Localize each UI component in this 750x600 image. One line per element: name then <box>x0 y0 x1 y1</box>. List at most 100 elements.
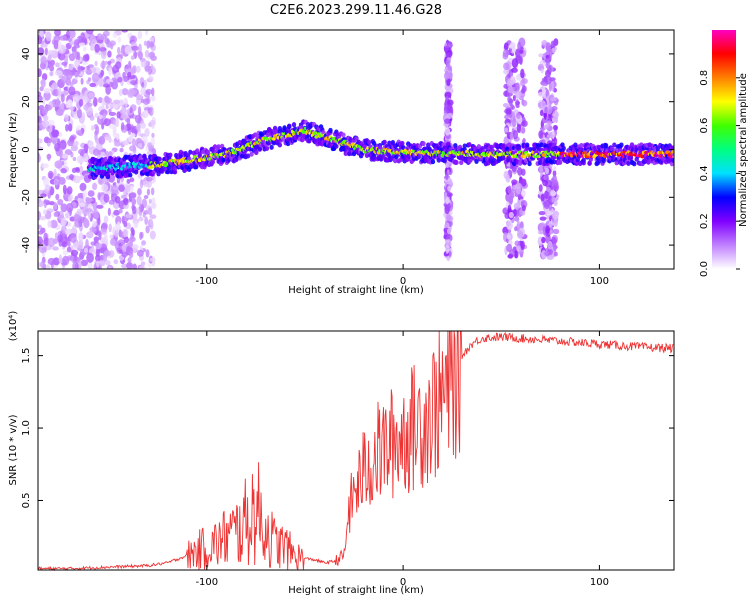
spectrogram-cell <box>521 189 526 198</box>
spectrogram-cell <box>66 81 75 87</box>
spectrogram-cell <box>139 231 143 241</box>
spectrogram-cell <box>136 249 144 257</box>
spectrogram-cell <box>123 237 130 244</box>
spectrogram-cell <box>516 123 522 134</box>
spectrogram-cell <box>512 115 516 123</box>
spectrogram-cell <box>40 78 46 88</box>
spectrogram-cell <box>581 157 586 163</box>
spectrogram-cell <box>544 167 550 175</box>
spectrogram-cell <box>67 196 72 202</box>
spectrogram-cell <box>516 220 521 229</box>
spectrogram-cell <box>69 135 76 142</box>
spectrogram-cell <box>501 143 506 149</box>
spectrogram-cell <box>94 43 100 53</box>
spectrogram-cell <box>55 62 60 68</box>
snr-x-axis-label: Height of straight line (km) <box>288 585 424 596</box>
spectrogram-cell <box>114 196 121 204</box>
spectrogram-cell <box>139 203 144 213</box>
spectrogram-cell <box>66 202 74 213</box>
spectrogram-cell <box>151 132 155 138</box>
spectrogram-cell <box>527 161 532 167</box>
spectrogram-cell <box>132 263 138 269</box>
spectrogram-cell <box>445 239 450 244</box>
spectrogram-cell <box>43 209 47 215</box>
spectrogram-cell <box>39 30 44 38</box>
spectrogram-cell <box>61 75 69 84</box>
spectrogram-cell <box>73 175 81 184</box>
spectrogram-cell <box>47 237 56 248</box>
spectrogram-cell <box>129 88 138 95</box>
spectrogram-cell <box>671 157 674 163</box>
spectrogram-cell <box>95 125 100 135</box>
spectrogram-cell <box>67 99 73 108</box>
spectrogram-cell <box>77 64 81 75</box>
spectrogram-cell <box>550 40 556 48</box>
spectrogram-cell <box>537 160 543 166</box>
spectrogram-cell <box>446 78 451 87</box>
snr-series <box>37 330 674 572</box>
spectrogram-cell <box>64 211 71 219</box>
spectrogram-cell <box>77 108 83 119</box>
spectrogram-cell <box>549 229 553 235</box>
spectrogram-cell <box>108 111 117 117</box>
spectrogram-cell <box>110 184 119 194</box>
spectrogram-cell <box>100 49 107 60</box>
spectrogram-cell <box>446 99 454 106</box>
spectrogram-cell <box>445 199 451 204</box>
spectrogram-cell <box>149 214 157 220</box>
spectrogram-cell <box>80 77 84 85</box>
spectrogram-cell <box>66 71 73 80</box>
spectrogram-cell <box>68 86 76 96</box>
spectrogram-cell <box>85 231 94 239</box>
spectrogram-cell <box>609 146 615 152</box>
spectrogram-cell <box>136 195 142 206</box>
spectrogram-cell <box>105 97 112 104</box>
spectrogram-cell <box>149 257 156 262</box>
spectrogram-cell <box>102 83 110 88</box>
spectrogram-cell <box>57 198 64 206</box>
spectrogram-cell <box>130 45 139 51</box>
spectrogram-cell <box>109 238 116 246</box>
spectrogram-cell <box>60 168 67 174</box>
spectrogram-cell <box>94 60 98 67</box>
spectrogram-cell <box>39 215 47 221</box>
spectrogram-cell <box>507 253 514 259</box>
spectrogram-cell <box>105 172 111 178</box>
spectrogram-cell <box>421 141 426 147</box>
spectrogram-cell <box>107 50 112 58</box>
spectrogram-cell <box>445 243 450 254</box>
spectrogram-cell <box>508 170 513 176</box>
spectrogram-cell <box>38 115 42 124</box>
spectrogram-cell <box>549 215 553 220</box>
spectrogram-cell <box>444 91 452 99</box>
spectrogram-cell <box>117 36 122 43</box>
spectrogram-cell <box>277 142 283 148</box>
spectrogram-cell <box>38 224 42 230</box>
spectrogram-cell <box>134 114 142 124</box>
spectrogram-cell <box>144 98 150 103</box>
spectrogram-cell <box>538 189 544 196</box>
spectrogram-cell <box>85 68 93 75</box>
spectrogram-cell <box>116 46 121 55</box>
spectrogram-cell <box>138 43 142 54</box>
spectrogram-cell <box>131 198 137 206</box>
spectrogram-cell <box>108 265 112 269</box>
spectrogram-cell <box>38 106 42 111</box>
spectrogram-cell <box>108 223 112 233</box>
spectrogram-cell <box>628 156 634 162</box>
spectrogram-cell <box>136 93 143 100</box>
spectrogram-cell <box>371 156 377 162</box>
spectrogram-cell <box>134 84 138 89</box>
spectrogram-cell <box>144 127 150 137</box>
spectrogram-cell <box>61 241 68 248</box>
spectrogram-cell <box>128 135 134 143</box>
spectrogram-cell <box>96 39 104 44</box>
spectrogram-cell <box>128 239 133 248</box>
spectrogram-cell <box>112 99 121 105</box>
spectrogram-cell <box>38 137 42 144</box>
spectrogram-cell <box>115 61 122 69</box>
spectrogram-cell <box>147 107 152 114</box>
spectrogram-cell <box>144 65 151 72</box>
spectrogram-cell <box>121 263 128 269</box>
